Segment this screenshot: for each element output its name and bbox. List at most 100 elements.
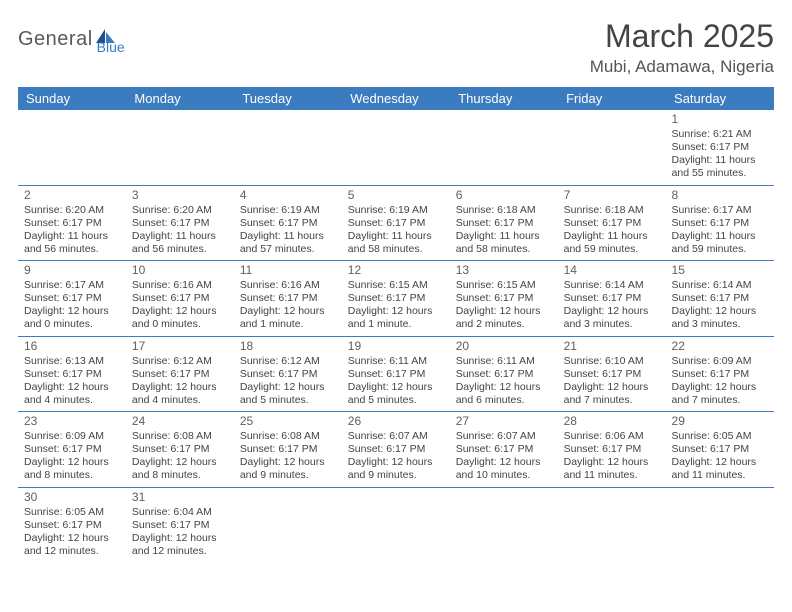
- day-info-line: and 8 minutes.: [24, 469, 120, 482]
- logo-text-blue: Blue: [97, 39, 125, 55]
- week-row: 30Sunrise: 6:05 AMSunset: 6:17 PMDayligh…: [18, 487, 774, 562]
- day-info-line: and 56 minutes.: [132, 243, 228, 256]
- day-info-line: Sunrise: 6:10 AM: [564, 355, 660, 368]
- day-info-line: Sunrise: 6:12 AM: [132, 355, 228, 368]
- day-cell: 25Sunrise: 6:08 AMSunset: 6:17 PMDayligh…: [234, 412, 342, 488]
- day-number: 15: [672, 263, 768, 278]
- day-info-line: and 55 minutes.: [672, 167, 768, 180]
- day-info-line: Sunrise: 6:18 AM: [564, 204, 660, 217]
- day-info-line: Sunset: 6:17 PM: [348, 368, 444, 381]
- day-number: 13: [456, 263, 552, 278]
- day-cell: 12Sunrise: 6:15 AMSunset: 6:17 PMDayligh…: [342, 261, 450, 337]
- day-info-line: Sunset: 6:17 PM: [132, 292, 228, 305]
- day-info-line: Sunset: 6:17 PM: [24, 217, 120, 230]
- day-info-line: Sunset: 6:17 PM: [456, 443, 552, 456]
- day-header: Tuesday: [234, 87, 342, 110]
- day-info-line: and 57 minutes.: [240, 243, 336, 256]
- day-info-line: Daylight: 12 hours: [132, 532, 228, 545]
- day-number: 21: [564, 339, 660, 354]
- day-header: Saturday: [666, 87, 774, 110]
- week-row: 2Sunrise: 6:20 AMSunset: 6:17 PMDaylight…: [18, 185, 774, 261]
- day-cell: 8Sunrise: 6:17 AMSunset: 6:17 PMDaylight…: [666, 185, 774, 261]
- day-cell: 14Sunrise: 6:14 AMSunset: 6:17 PMDayligh…: [558, 261, 666, 337]
- day-cell: [18, 110, 126, 185]
- day-info-line: Sunset: 6:17 PM: [348, 217, 444, 230]
- day-info-line: Daylight: 12 hours: [564, 305, 660, 318]
- day-info-line: Daylight: 12 hours: [24, 456, 120, 469]
- day-info-line: Daylight: 12 hours: [24, 305, 120, 318]
- day-info-line: and 3 minutes.: [564, 318, 660, 331]
- day-info-line: Sunrise: 6:04 AM: [132, 506, 228, 519]
- day-info-line: and 4 minutes.: [24, 394, 120, 407]
- day-number: 26: [348, 414, 444, 429]
- day-cell: 28Sunrise: 6:06 AMSunset: 6:17 PMDayligh…: [558, 412, 666, 488]
- day-info-line: and 9 minutes.: [240, 469, 336, 482]
- day-number: 3: [132, 188, 228, 203]
- day-info-line: Sunset: 6:17 PM: [24, 292, 120, 305]
- day-info-line: Daylight: 11 hours: [456, 230, 552, 243]
- day-info-line: Sunset: 6:17 PM: [240, 368, 336, 381]
- day-info-line: Sunset: 6:17 PM: [132, 217, 228, 230]
- day-info-line: Sunset: 6:17 PM: [456, 292, 552, 305]
- day-info-line: Sunrise: 6:20 AM: [24, 204, 120, 217]
- day-info-line: Daylight: 12 hours: [240, 456, 336, 469]
- day-info-line: Sunset: 6:17 PM: [672, 141, 768, 154]
- day-cell: 31Sunrise: 6:04 AMSunset: 6:17 PMDayligh…: [126, 487, 234, 562]
- day-header-row: Sunday Monday Tuesday Wednesday Thursday…: [18, 87, 774, 110]
- day-number: 25: [240, 414, 336, 429]
- day-info-line: and 12 minutes.: [24, 545, 120, 558]
- day-info-line: Sunrise: 6:05 AM: [24, 506, 120, 519]
- day-info-line: Sunset: 6:17 PM: [240, 443, 336, 456]
- day-info-line: Daylight: 12 hours: [132, 381, 228, 394]
- day-info-line: Daylight: 12 hours: [348, 456, 444, 469]
- day-info-line: Daylight: 12 hours: [24, 381, 120, 394]
- day-cell: 21Sunrise: 6:10 AMSunset: 6:17 PMDayligh…: [558, 336, 666, 412]
- day-info-line: Sunrise: 6:14 AM: [672, 279, 768, 292]
- day-info-line: Sunrise: 6:06 AM: [564, 430, 660, 443]
- day-info-line: Sunset: 6:17 PM: [672, 217, 768, 230]
- day-cell: [234, 110, 342, 185]
- day-info-line: Sunset: 6:17 PM: [24, 519, 120, 532]
- day-info-line: Sunset: 6:17 PM: [672, 443, 768, 456]
- day-info-line: Sunrise: 6:08 AM: [132, 430, 228, 443]
- day-cell: 29Sunrise: 6:05 AMSunset: 6:17 PMDayligh…: [666, 412, 774, 488]
- day-cell: [450, 487, 558, 562]
- month-year: March 2025: [590, 18, 774, 55]
- day-header: Thursday: [450, 87, 558, 110]
- day-number: 28: [564, 414, 660, 429]
- day-info-line: Sunset: 6:17 PM: [564, 217, 660, 230]
- day-info-line: Daylight: 12 hours: [456, 456, 552, 469]
- day-info-line: Sunrise: 6:19 AM: [240, 204, 336, 217]
- day-cell: 11Sunrise: 6:16 AMSunset: 6:17 PMDayligh…: [234, 261, 342, 337]
- day-info-line: Daylight: 12 hours: [456, 381, 552, 394]
- day-number: 7: [564, 188, 660, 203]
- day-info-line: Sunrise: 6:15 AM: [456, 279, 552, 292]
- day-info-line: and 2 minutes.: [456, 318, 552, 331]
- day-info-line: and 10 minutes.: [456, 469, 552, 482]
- day-info-line: Sunrise: 6:07 AM: [348, 430, 444, 443]
- day-info-line: Sunrise: 6:15 AM: [348, 279, 444, 292]
- day-info-line: Daylight: 11 hours: [348, 230, 444, 243]
- day-info-line: Sunset: 6:17 PM: [672, 292, 768, 305]
- day-info-line: and 0 minutes.: [132, 318, 228, 331]
- day-info-line: Daylight: 11 hours: [564, 230, 660, 243]
- day-info-line: Daylight: 12 hours: [564, 456, 660, 469]
- day-cell: [450, 110, 558, 185]
- day-number: 2: [24, 188, 120, 203]
- day-cell: 23Sunrise: 6:09 AMSunset: 6:17 PMDayligh…: [18, 412, 126, 488]
- day-info-line: Sunrise: 6:19 AM: [348, 204, 444, 217]
- day-cell: [558, 487, 666, 562]
- day-info-line: Sunrise: 6:17 AM: [24, 279, 120, 292]
- day-info-line: Daylight: 12 hours: [564, 381, 660, 394]
- week-row: 9Sunrise: 6:17 AMSunset: 6:17 PMDaylight…: [18, 261, 774, 337]
- day-info-line: Sunrise: 6:09 AM: [672, 355, 768, 368]
- day-info-line: Sunset: 6:17 PM: [24, 443, 120, 456]
- day-number: 19: [348, 339, 444, 354]
- day-info-line: Daylight: 11 hours: [240, 230, 336, 243]
- title-block: March 2025 Mubi, Adamawa, Nigeria: [590, 18, 774, 77]
- week-row: 16Sunrise: 6:13 AMSunset: 6:17 PMDayligh…: [18, 336, 774, 412]
- day-cell: [558, 110, 666, 185]
- day-number: 5: [348, 188, 444, 203]
- day-info-line: Sunrise: 6:11 AM: [456, 355, 552, 368]
- day-info-line: and 5 minutes.: [240, 394, 336, 407]
